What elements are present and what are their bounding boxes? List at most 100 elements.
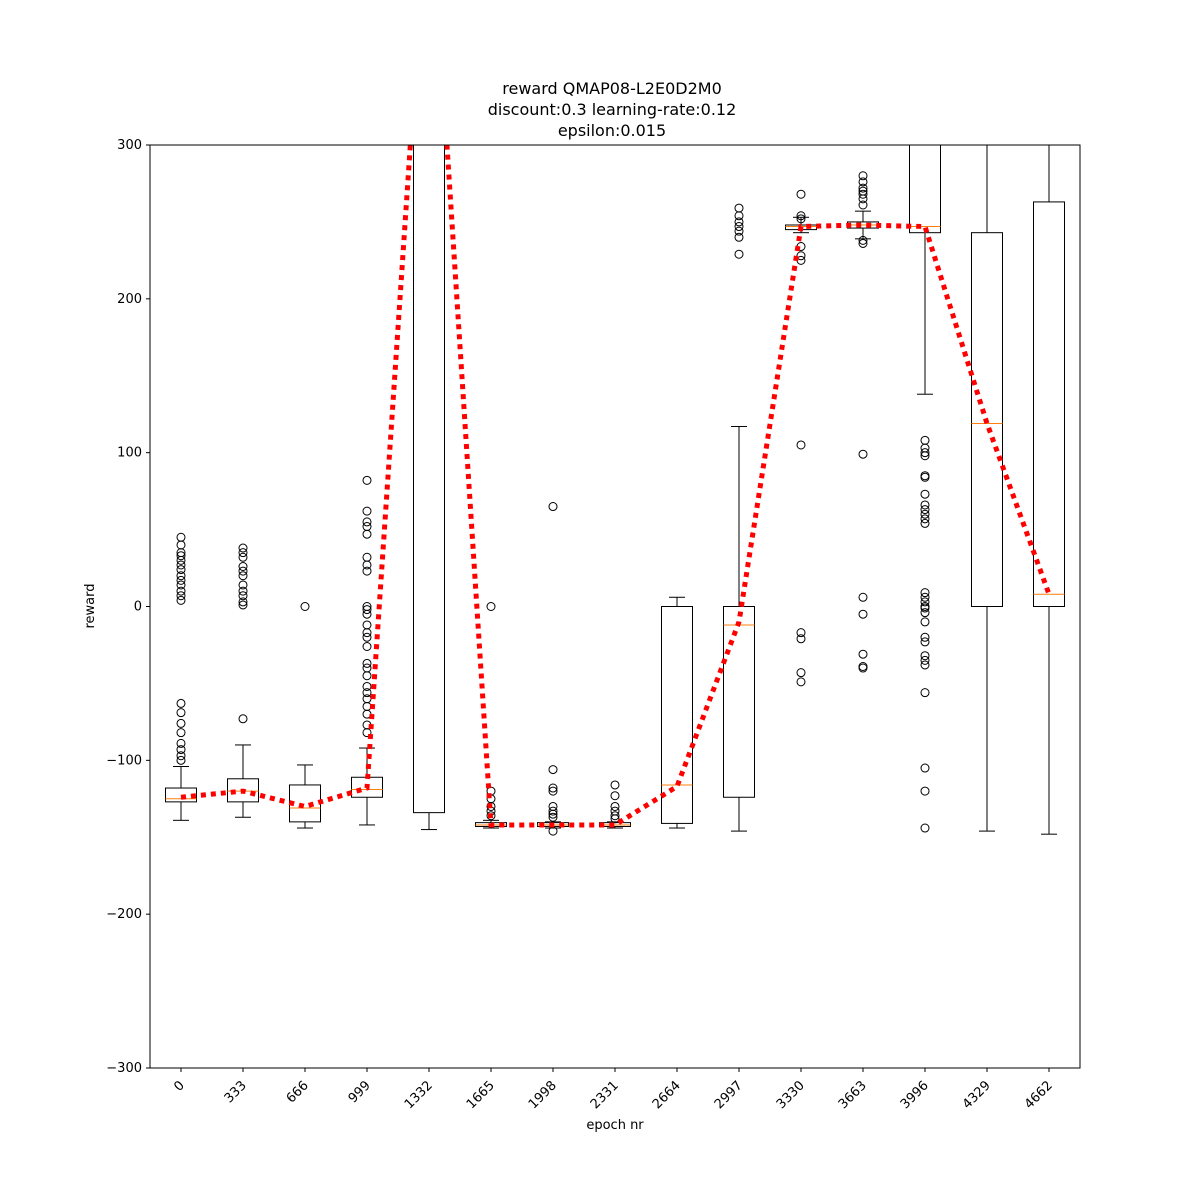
flier (610, 780, 620, 790)
flier (548, 812, 558, 822)
flier (858, 235, 868, 245)
flier (362, 605, 372, 615)
flier (362, 506, 372, 516)
flier (238, 586, 248, 596)
y-axis-label: reward (83, 583, 98, 628)
flier (734, 211, 744, 221)
flier (920, 660, 930, 670)
flier (920, 823, 930, 833)
flier (920, 472, 930, 482)
box (1033, 201, 1065, 607)
flier (920, 451, 930, 461)
flier (858, 449, 868, 459)
flier (858, 238, 868, 248)
y-tick-label: 200 (117, 292, 142, 307)
flier (176, 738, 186, 748)
box (723, 606, 755, 798)
y-tick-label: 100 (117, 446, 142, 461)
flier (920, 592, 930, 602)
flier (362, 517, 372, 527)
y-tick-label: 300 (117, 138, 142, 153)
box (661, 606, 693, 824)
flier (176, 728, 186, 738)
flier (920, 603, 930, 613)
flier (610, 811, 620, 821)
flier (734, 226, 744, 236)
flier (548, 765, 558, 775)
flier (920, 637, 930, 647)
flier (238, 597, 248, 607)
flier (486, 602, 496, 611)
flier (858, 200, 868, 210)
chart-title: epsilon:0.015 (558, 121, 666, 140)
y-tick-label: −200 (106, 907, 142, 922)
flier (238, 543, 248, 553)
flier (176, 580, 186, 590)
flier (610, 801, 620, 811)
box (971, 232, 1003, 607)
flier (362, 728, 372, 738)
flier (362, 658, 372, 668)
flier (548, 809, 558, 819)
flier (238, 714, 248, 724)
flier (176, 586, 186, 596)
plot-area (165, 145, 1065, 836)
flier (920, 448, 930, 458)
flier (858, 194, 868, 204)
chart-title: reward QMAP08-L2E0D2M0 (502, 79, 722, 98)
flier (176, 698, 186, 708)
flier (858, 171, 868, 181)
flier (362, 628, 372, 638)
flier (858, 649, 868, 659)
flier (734, 217, 744, 227)
flier (920, 688, 930, 698)
flier (734, 249, 744, 259)
flier (858, 663, 868, 673)
flier (920, 518, 930, 528)
box (165, 787, 197, 803)
flier (176, 708, 186, 718)
flier (920, 514, 930, 524)
flier (734, 222, 744, 232)
flier (920, 632, 930, 642)
flier (362, 566, 372, 576)
flier (176, 555, 186, 565)
flier (734, 232, 744, 242)
flier (920, 651, 930, 661)
flier (858, 189, 868, 199)
flier (920, 588, 930, 598)
flier (176, 560, 186, 570)
flier (858, 183, 868, 193)
flier (858, 609, 868, 619)
flier (238, 571, 248, 581)
flier (920, 608, 930, 618)
flier (920, 617, 930, 627)
flier (176, 751, 186, 761)
flier (238, 566, 248, 576)
flier (796, 251, 806, 261)
flier (362, 671, 372, 681)
box (413, 145, 445, 814)
flier (920, 509, 930, 519)
flier (176, 745, 186, 755)
flier (796, 214, 806, 224)
x-axis-label: epoch nr (586, 1118, 644, 1133)
flier (362, 681, 372, 691)
flier (920, 489, 930, 499)
flier (610, 814, 620, 824)
flier (362, 688, 372, 698)
flier (486, 801, 496, 811)
flier (920, 597, 930, 607)
flier (238, 591, 248, 601)
flier (238, 580, 248, 590)
flier (796, 677, 806, 687)
flier (362, 475, 372, 485)
flier (300, 602, 310, 611)
flier (610, 791, 620, 801)
flier (858, 592, 868, 602)
flier (796, 189, 806, 199)
flier (362, 560, 372, 570)
flier (920, 505, 930, 515)
flier (362, 529, 372, 539)
flier (796, 634, 806, 644)
